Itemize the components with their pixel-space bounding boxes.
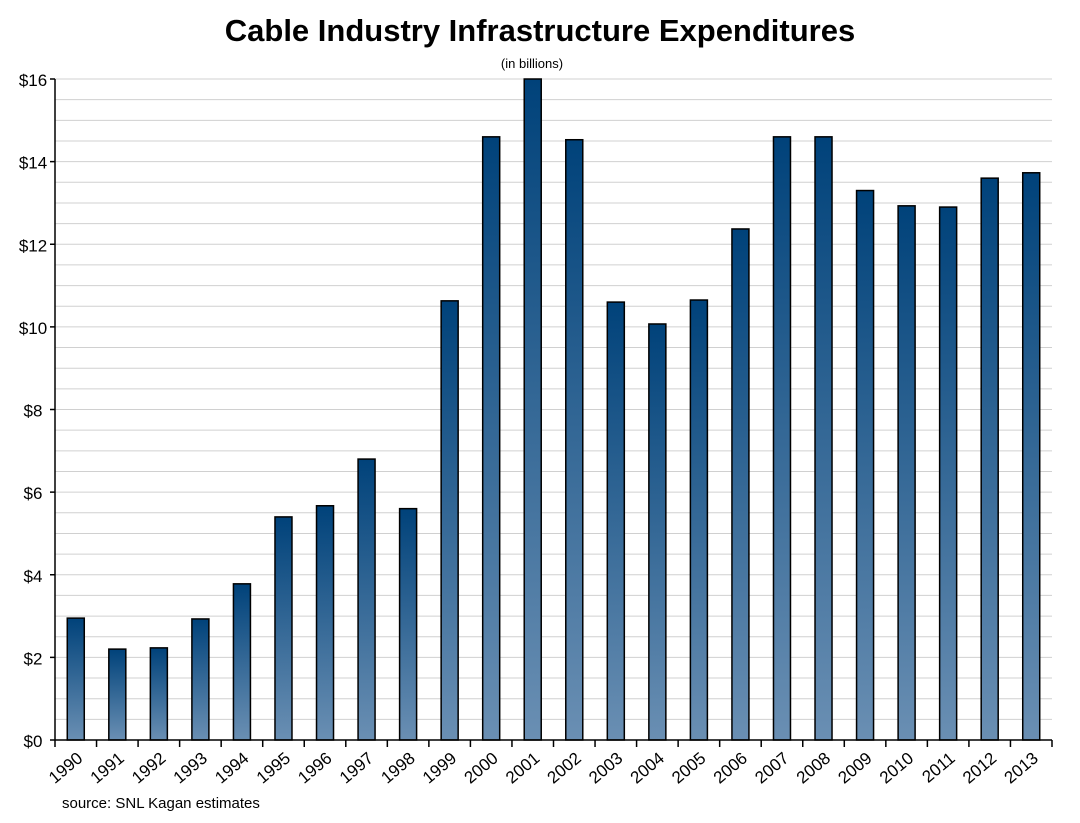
bar-2009	[855, 189, 875, 741]
x-tick-label: 2008	[793, 749, 834, 788]
bar-1999	[440, 300, 459, 741]
y-tick-label: $12	[19, 236, 47, 255]
bar-1998	[398, 507, 418, 741]
x-tick-label: 2012	[959, 749, 1000, 788]
y-tick-label: $0	[24, 732, 43, 751]
x-tick-label: 1995	[253, 749, 294, 788]
bar-2002	[565, 138, 584, 741]
source-note: source: SNL Kagan estimates	[62, 795, 260, 812]
x-tick-label: 2002	[544, 749, 585, 788]
x-tick-label: 1992	[128, 749, 169, 788]
bar-2011	[938, 206, 958, 741]
bar-2013	[1021, 172, 1041, 741]
x-tick-label: 1996	[294, 749, 335, 788]
bar-1990	[66, 617, 86, 741]
bar-2003	[606, 301, 626, 741]
y-tick-label: $16	[19, 71, 47, 90]
bar-2008	[814, 136, 833, 741]
bar-1993	[191, 618, 210, 741]
x-tick-label: 2009	[834, 749, 875, 788]
bar-2000	[481, 136, 501, 741]
gridlines	[55, 78, 1052, 720]
y-tick-labels: $0 $2 $4 $6 $8 $10 $12 $14 $16	[19, 71, 47, 751]
bar-1992	[149, 647, 169, 741]
bar-2001	[523, 78, 542, 741]
x-tick-label: 2005	[668, 749, 709, 788]
x-tick-label: 1994	[211, 749, 252, 788]
y-tick-label: $8	[24, 402, 43, 421]
bar-2004	[648, 323, 667, 741]
x-tick-label: 2003	[585, 749, 626, 788]
x-tick-label: 2000	[461, 749, 502, 788]
axes	[50, 78, 1053, 747]
x-tick-label: 2001	[502, 749, 543, 788]
x-tick-label: 1998	[377, 749, 418, 788]
bars	[66, 78, 1041, 741]
bar-2007	[772, 136, 792, 741]
y-tick-label: $14	[19, 154, 47, 173]
x-tick-label: 2006	[710, 749, 751, 788]
x-tick-label: 2007	[751, 749, 792, 788]
bar-1997	[357, 458, 376, 741]
y-tick-label: $6	[24, 484, 43, 503]
x-tick-label: 2013	[1001, 749, 1042, 788]
x-tick-label: 1991	[87, 749, 128, 788]
x-tick-label: 1999	[419, 749, 460, 788]
x-tick-label: 2004	[627, 749, 668, 788]
x-tick-label: 2010	[876, 749, 917, 788]
chart-subtitle: (in billions)	[501, 56, 563, 71]
bar-1994	[232, 583, 252, 741]
bar-1991	[108, 648, 127, 741]
y-tick-label: $2	[24, 649, 43, 668]
x-tick-label: 2011	[918, 749, 958, 787]
x-tick-label: 1997	[336, 749, 377, 788]
y-tick-label: $4	[24, 567, 43, 586]
bar-1995	[274, 516, 293, 741]
y-tick-label: $10	[19, 319, 47, 338]
x-tick-labels: 1990 1991 1992 1993 1994 1995 1996 1997 1998 1999…	[45, 749, 1042, 788]
x-tick-label: 1993	[170, 749, 211, 788]
bar-2006	[731, 228, 750, 741]
bar-2010	[897, 205, 916, 741]
bar-1996	[315, 505, 335, 741]
bar-2012	[980, 177, 999, 741]
x-tick-label: 1990	[45, 749, 86, 788]
chart-title: Cable Industry Infrastructure Expenditur…	[225, 13, 855, 48]
bar-2005	[689, 299, 709, 741]
